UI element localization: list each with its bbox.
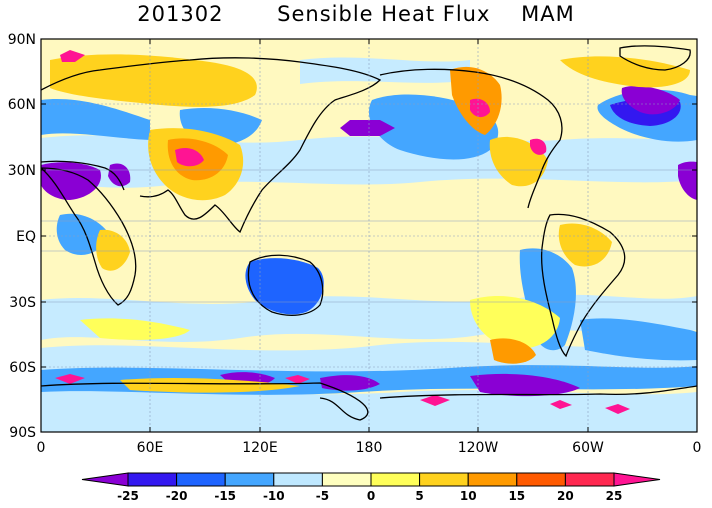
y-tick-label: 30N <box>8 163 36 179</box>
coastlines <box>41 45 697 421</box>
colorbar-swatch <box>127 472 178 487</box>
colorbar-swatch <box>370 472 421 487</box>
colorbar-label: 20 <box>557 489 574 503</box>
x-tick-label: 0 <box>37 440 46 456</box>
colorbar-label: 10 <box>460 489 477 503</box>
map-title: 201302 Sensible Heat Flux MAM <box>0 2 712 26</box>
y-tick-label: 60S <box>9 360 36 376</box>
colorbar-swatch <box>419 472 469 487</box>
y-tick-label: 60N <box>8 97 36 113</box>
magenta-regions <box>55 50 630 414</box>
colorbar-swatch <box>564 472 615 487</box>
colorbar-label: -20 <box>166 489 188 503</box>
x-tick-label: 60W <box>572 440 604 456</box>
colorbar-swatch <box>176 472 226 487</box>
y-tick-label: 30S <box>9 295 36 311</box>
colorbar-label: -25 <box>117 489 139 503</box>
title-season: MAM <box>521 2 575 26</box>
colorbar-swatch <box>516 472 566 487</box>
graticule <box>41 39 697 432</box>
map-panel <box>41 39 697 432</box>
colorbar-label: 0 <box>367 489 375 503</box>
colorbar-swatch <box>273 472 323 487</box>
colorbar-swatch <box>321 472 372 487</box>
title-variable: Sensible Heat Flux <box>277 2 491 26</box>
colorbar-swatch <box>467 472 518 487</box>
x-tick-label: 60E <box>137 440 164 456</box>
colorbar-label: 5 <box>415 489 423 503</box>
colorbar-label: -15 <box>214 489 236 503</box>
x-tick-label: 120W <box>458 440 499 456</box>
x-tick-label: 120E <box>242 440 278 456</box>
title-date: 201302 <box>137 2 224 26</box>
x-axis: 0 60E 120E 180 120W 60W 0 <box>37 39 702 456</box>
y-axis: 90N 60N 30N EQ 30S 60S 90S <box>8 32 697 441</box>
x-tick-label: 180 <box>356 440 383 456</box>
colorbar-label: 15 <box>508 489 525 503</box>
y-tick-label: EQ <box>16 229 36 245</box>
colorbar-label: 25 <box>606 489 623 503</box>
y-tick-label: 90S <box>9 425 36 441</box>
colorbar-swatch <box>224 472 275 487</box>
colorbar-label: -5 <box>316 489 329 503</box>
y-tick-label: 90N <box>8 32 36 48</box>
x-tick-label: 0 <box>693 440 702 456</box>
colorbar-low-triangle <box>81 472 129 487</box>
colorbar-high-triangle <box>613 472 661 487</box>
colorbar-label: -10 <box>263 489 285 503</box>
colorbar: -25 -20 -15 -10 -5 0 5 10 15 20 25 <box>81 472 661 503</box>
